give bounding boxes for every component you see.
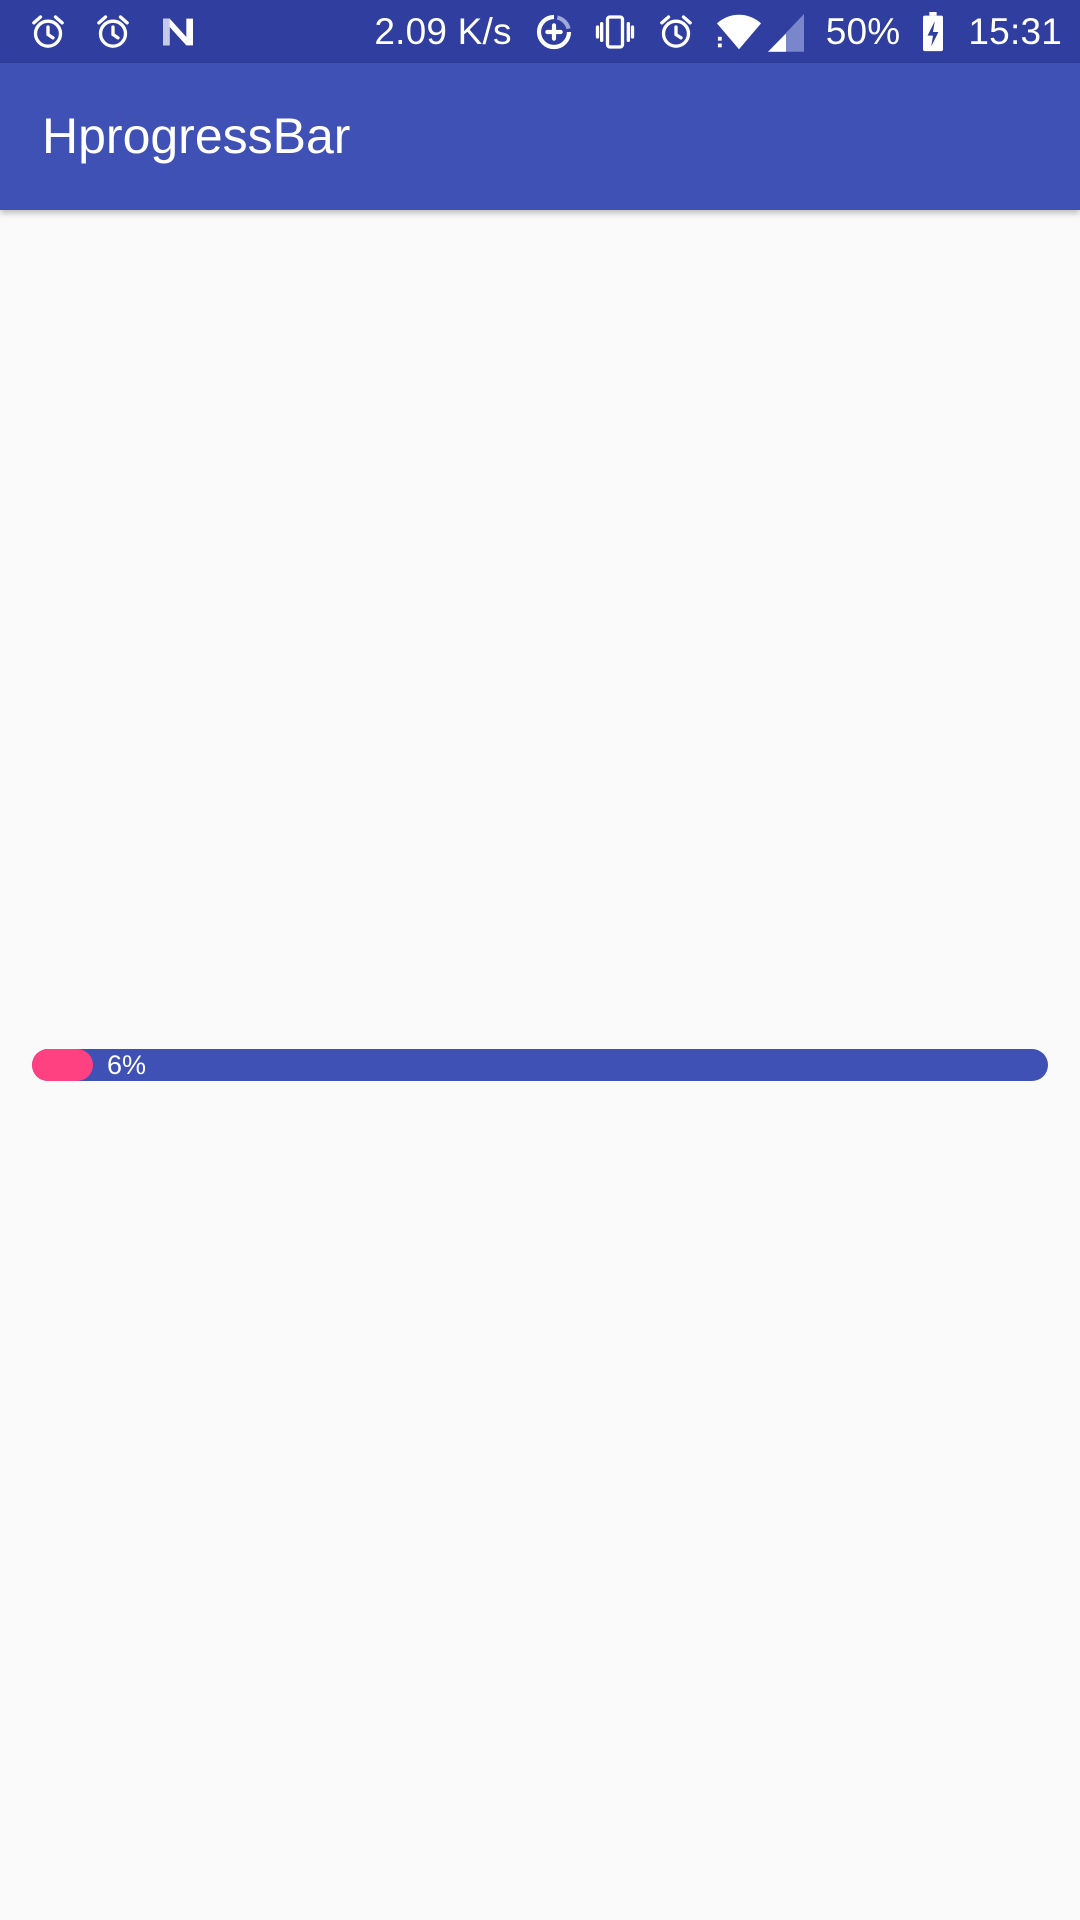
battery-percent: 50% [825,10,901,52]
alarm-icon [93,12,133,52]
data-saver-icon [534,12,574,52]
progress-fill [32,1049,93,1081]
n-logo-icon [158,12,198,52]
alarm-icon [656,12,696,52]
status-bar-left [28,0,223,63]
horizontal-progress-bar: 6% [32,1049,1048,1081]
network-speed: 2.09 K/s [374,10,512,52]
status-clock: 15:31 [968,10,1062,52]
app-title: HprogressBar [42,108,351,164]
progress-label: 6% [107,1050,147,1080]
wifi-icon [716,12,762,52]
app-bar: HprogressBar [0,63,1080,210]
status-bar-right: 2.09 K/s 50% 15:31 [374,0,1062,63]
battery-charging-icon [920,11,946,52]
status-bar: 2.09 K/s 50% 15:31 [0,0,1080,63]
cell-signal-icon [767,12,804,52]
vibrate-icon [594,12,636,52]
alarm-icon [28,12,68,52]
